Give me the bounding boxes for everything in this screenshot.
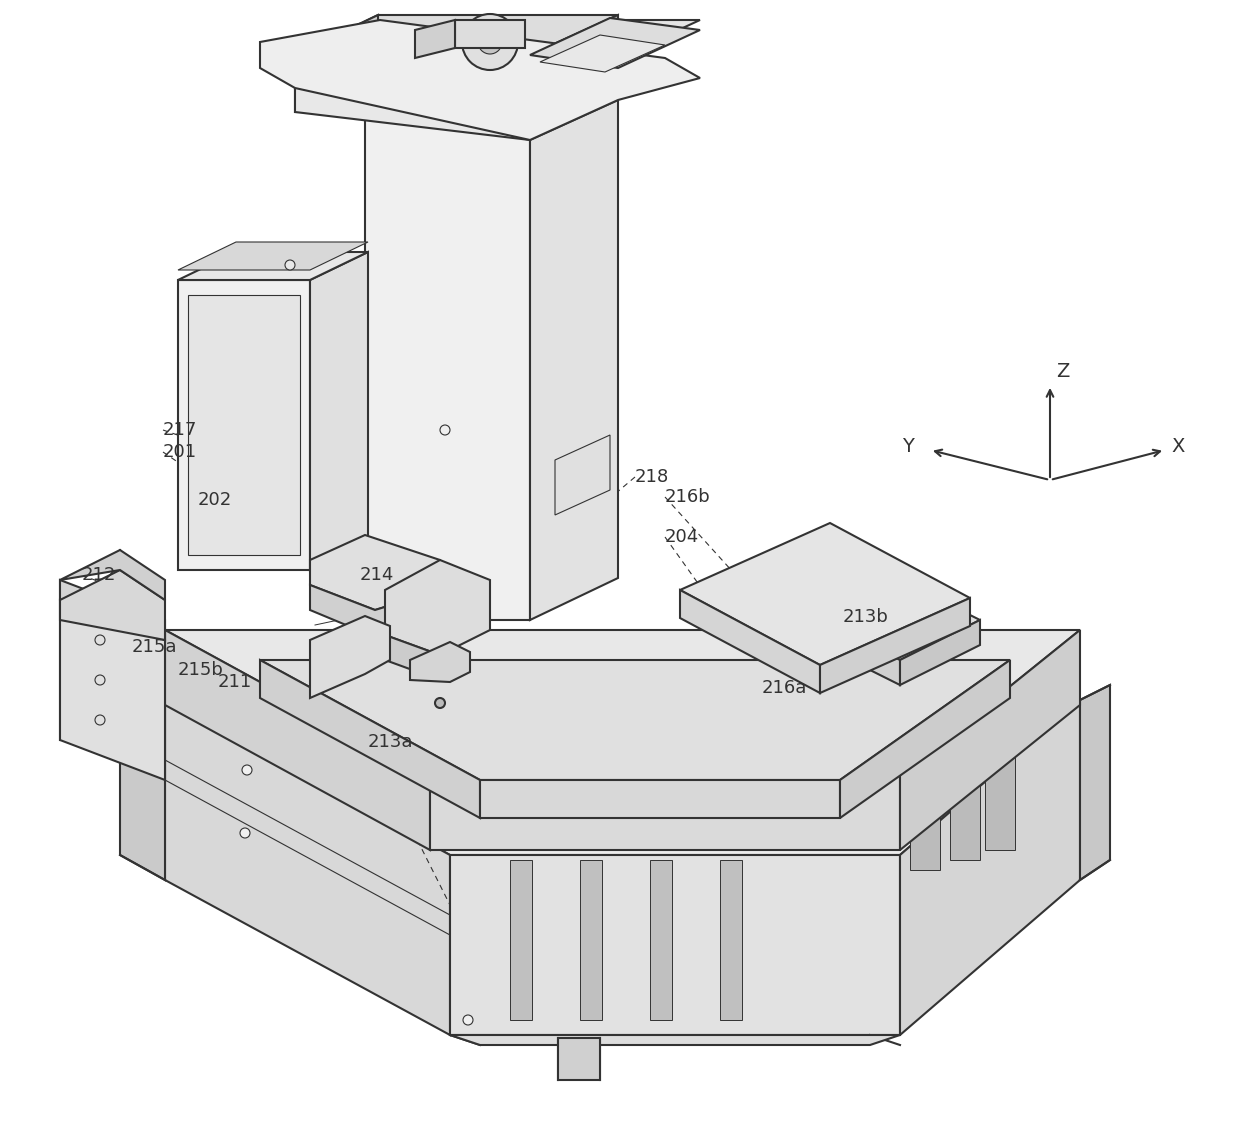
Circle shape xyxy=(463,14,518,70)
Polygon shape xyxy=(529,15,618,88)
Polygon shape xyxy=(556,435,610,515)
Circle shape xyxy=(477,30,502,54)
Polygon shape xyxy=(179,252,368,281)
Polygon shape xyxy=(165,630,1080,775)
Polygon shape xyxy=(820,598,970,693)
Text: 204: 204 xyxy=(665,528,699,546)
Polygon shape xyxy=(295,15,378,88)
Circle shape xyxy=(242,765,252,775)
Text: Y: Y xyxy=(901,436,914,456)
Polygon shape xyxy=(680,590,820,693)
Polygon shape xyxy=(295,19,618,140)
Polygon shape xyxy=(295,15,618,55)
Polygon shape xyxy=(455,19,525,48)
Polygon shape xyxy=(720,860,742,1020)
Polygon shape xyxy=(480,780,839,818)
Text: 216a: 216a xyxy=(763,679,807,697)
Polygon shape xyxy=(760,590,900,685)
Polygon shape xyxy=(450,855,900,1035)
Polygon shape xyxy=(760,550,980,660)
Text: 215b: 215b xyxy=(179,661,224,679)
Circle shape xyxy=(95,714,105,725)
Text: 212: 212 xyxy=(82,566,117,584)
Text: 201: 201 xyxy=(162,443,197,461)
Polygon shape xyxy=(60,550,165,600)
Polygon shape xyxy=(539,35,665,72)
Polygon shape xyxy=(384,635,440,680)
Text: 215a: 215a xyxy=(131,638,177,656)
Polygon shape xyxy=(165,630,430,850)
Polygon shape xyxy=(900,619,980,685)
Text: 218: 218 xyxy=(635,468,670,485)
Polygon shape xyxy=(839,660,1011,818)
Circle shape xyxy=(241,828,250,838)
Text: Z: Z xyxy=(1056,362,1069,380)
Text: X: X xyxy=(1171,436,1184,456)
Polygon shape xyxy=(260,660,480,818)
Polygon shape xyxy=(558,1039,600,1080)
Polygon shape xyxy=(188,295,300,555)
Polygon shape xyxy=(260,660,1011,780)
Polygon shape xyxy=(310,616,391,698)
Circle shape xyxy=(285,260,295,270)
Text: 217: 217 xyxy=(162,421,197,439)
Circle shape xyxy=(285,717,295,727)
Circle shape xyxy=(463,1014,472,1025)
Polygon shape xyxy=(60,570,165,640)
Polygon shape xyxy=(295,19,378,112)
Polygon shape xyxy=(580,860,601,1020)
Polygon shape xyxy=(165,700,1080,855)
Circle shape xyxy=(95,635,105,645)
Text: 202: 202 xyxy=(198,491,232,510)
Polygon shape xyxy=(120,680,165,881)
Polygon shape xyxy=(450,1035,900,1045)
Circle shape xyxy=(440,425,450,435)
Polygon shape xyxy=(900,700,1080,1035)
Text: 214: 214 xyxy=(360,566,394,584)
Polygon shape xyxy=(529,18,701,68)
Text: 213b: 213b xyxy=(843,608,889,626)
Circle shape xyxy=(435,698,445,708)
Polygon shape xyxy=(365,100,529,619)
Polygon shape xyxy=(510,860,532,1020)
Polygon shape xyxy=(60,600,165,780)
Polygon shape xyxy=(260,19,701,140)
Polygon shape xyxy=(165,700,450,1035)
Text: 216b: 216b xyxy=(665,488,711,506)
Polygon shape xyxy=(985,695,1016,850)
Text: 213a: 213a xyxy=(368,733,413,751)
Polygon shape xyxy=(910,714,940,870)
Polygon shape xyxy=(529,58,618,619)
Polygon shape xyxy=(410,642,470,682)
Polygon shape xyxy=(680,523,970,665)
Polygon shape xyxy=(950,705,980,860)
Polygon shape xyxy=(179,281,310,570)
Circle shape xyxy=(942,714,954,725)
Text: 211: 211 xyxy=(218,673,252,690)
Polygon shape xyxy=(415,19,455,58)
Polygon shape xyxy=(384,560,490,655)
Polygon shape xyxy=(310,585,440,635)
Polygon shape xyxy=(650,860,672,1020)
Polygon shape xyxy=(60,581,165,640)
Circle shape xyxy=(95,676,105,685)
Polygon shape xyxy=(310,535,440,610)
Polygon shape xyxy=(430,775,900,850)
Polygon shape xyxy=(295,19,701,88)
Circle shape xyxy=(994,685,1004,695)
Polygon shape xyxy=(310,252,368,570)
Polygon shape xyxy=(1080,685,1110,881)
Polygon shape xyxy=(900,630,1080,850)
Polygon shape xyxy=(179,242,368,270)
